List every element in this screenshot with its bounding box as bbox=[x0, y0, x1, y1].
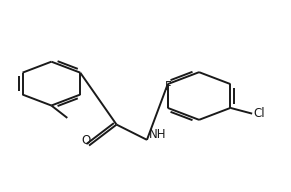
Text: F: F bbox=[164, 80, 171, 93]
Text: NH: NH bbox=[148, 128, 166, 141]
Text: Cl: Cl bbox=[253, 107, 265, 120]
Text: O: O bbox=[81, 133, 90, 146]
